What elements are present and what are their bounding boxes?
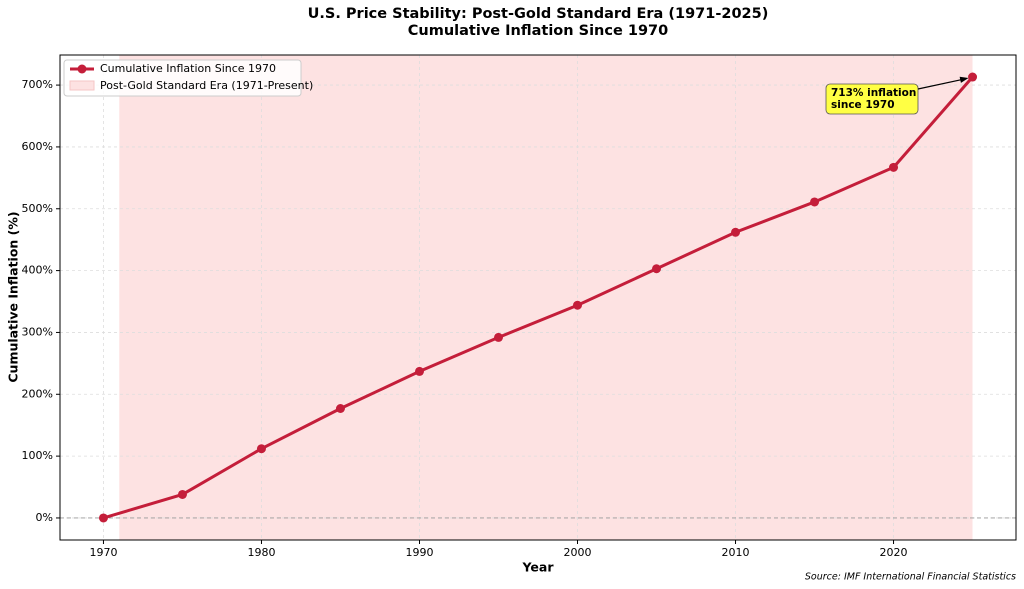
data-point bbox=[652, 264, 662, 274]
x-tick-label: 1970 bbox=[89, 546, 117, 559]
source-note: Source: IMF International Financial Stat… bbox=[805, 572, 1016, 583]
legend-box bbox=[63, 59, 302, 97]
chart-title: U.S. Price Stability: Post-Gold Standard… bbox=[308, 6, 769, 22]
data-point bbox=[98, 513, 108, 523]
x-tick-label: 1990 bbox=[405, 546, 433, 559]
data-point bbox=[968, 72, 978, 82]
y-tick-label: 600% bbox=[22, 140, 53, 153]
chart-subtitle: Cumulative Inflation Since 1970 bbox=[408, 23, 668, 39]
y-tick-label: 0% bbox=[36, 511, 53, 524]
data-point bbox=[573, 300, 583, 310]
legend-patch bbox=[69, 80, 95, 91]
y-tick-label: 200% bbox=[22, 387, 53, 400]
data-point bbox=[256, 444, 266, 454]
x-tick-label: 2000 bbox=[564, 546, 592, 559]
data-point bbox=[177, 489, 187, 499]
legend-marker bbox=[77, 64, 87, 74]
y-tick-label: 300% bbox=[22, 325, 53, 338]
legend-label: Cumulative Inflation Since 1970 bbox=[100, 62, 276, 75]
data-point bbox=[731, 227, 741, 237]
plot-frame bbox=[59, 54, 1017, 541]
x-axis-label: Year bbox=[522, 560, 555, 575]
y-axis-label: Cumulative Inflation (%) bbox=[6, 211, 21, 382]
annotation-text: since 1970 bbox=[831, 99, 895, 111]
legend-label: Post-Gold Standard Era (1971-Present) bbox=[100, 79, 313, 92]
y-tick-label: 100% bbox=[22, 449, 53, 462]
x-tick-label: 1980 bbox=[247, 546, 275, 559]
data-point bbox=[335, 404, 345, 414]
data-point bbox=[810, 197, 820, 207]
x-tick-label: 2010 bbox=[722, 546, 750, 559]
annotation-text: 713% inflation bbox=[831, 87, 916, 99]
data-point bbox=[414, 366, 424, 376]
data-point bbox=[493, 332, 503, 342]
y-tick-label: 700% bbox=[22, 78, 53, 91]
annotation-box bbox=[825, 83, 919, 115]
y-tick-label: 400% bbox=[22, 264, 53, 277]
data-line bbox=[103, 76, 974, 520]
shaded-span bbox=[119, 55, 973, 540]
annotation-arrow bbox=[917, 77, 967, 90]
x-tick-label: 2020 bbox=[880, 546, 908, 559]
arrow-head bbox=[959, 76, 969, 83]
data-point bbox=[889, 162, 899, 172]
y-tick-label: 500% bbox=[22, 202, 53, 215]
